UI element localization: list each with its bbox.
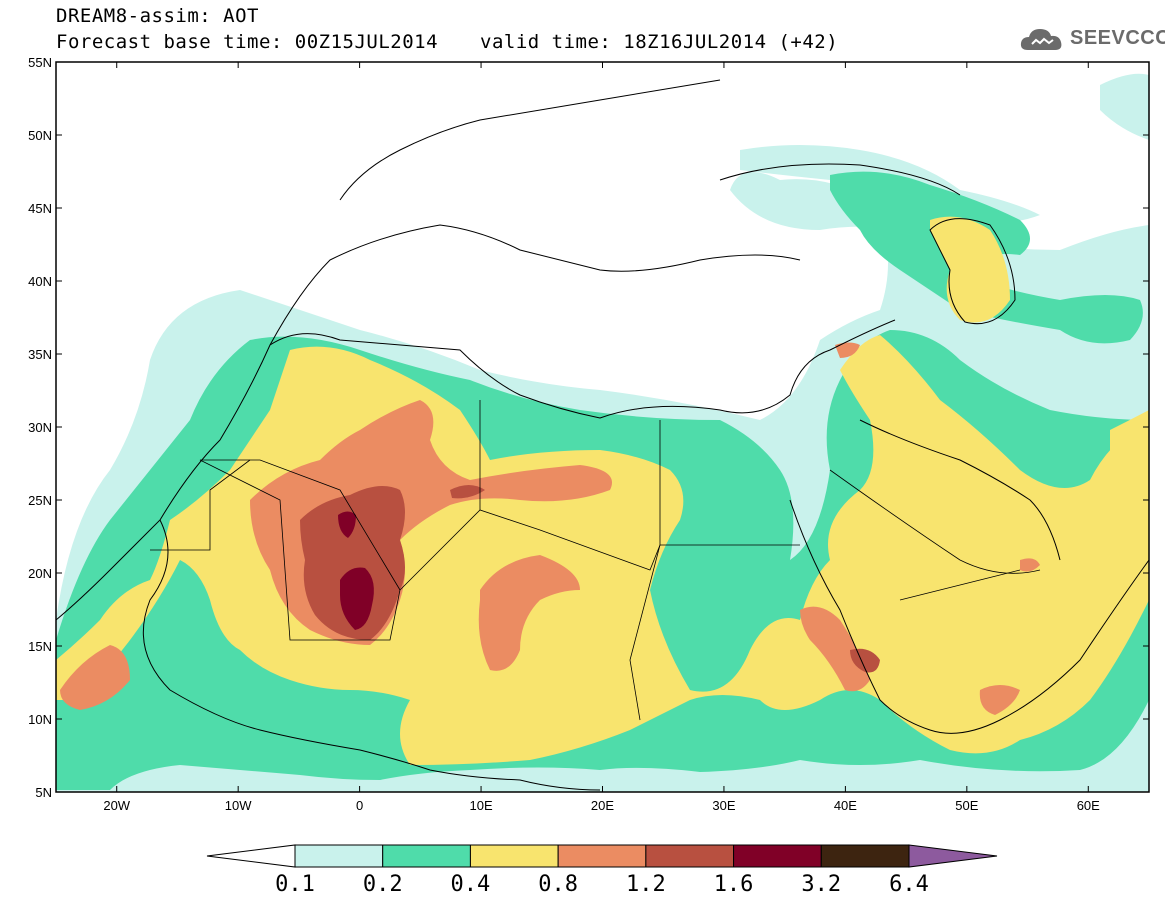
colorbar-label: 3.2 [801, 872, 841, 897]
longitude-axis: 20W 10W 0 10E 20E 30E 40E 50E 60E [103, 62, 1100, 813]
coastlines [56, 79, 1149, 791]
colorbar-min-arrow [206, 844, 296, 868]
lon-tick-label: 20E [591, 798, 614, 813]
forecast-base-time: Forecast base time: 00Z15JUL2014 [56, 31, 439, 53]
colorbar-label: 0.8 [538, 872, 578, 897]
country-borders [150, 400, 1041, 721]
lat-tick-label: 5N [35, 785, 52, 800]
lon-tick-label: 40E [834, 798, 857, 813]
aot-level-1.2 [300, 485, 880, 673]
lon-tick-label: 10E [469, 798, 492, 813]
colorbar: 0.1 0.2 0.4 0.8 1.2 1.6 3.2 6.4 [206, 844, 998, 897]
lon-tick-label: 50E [955, 798, 978, 813]
aot-field [56, 62, 1149, 792]
lat-tick-label: 35N [28, 347, 52, 362]
lat-tick-label: 45N [28, 201, 52, 216]
lat-tick-label: 20N [28, 566, 52, 581]
lat-tick-label: 30N [28, 420, 52, 435]
colorbar-label: 0.2 [363, 872, 403, 897]
colorbar-box [645, 844, 735, 868]
colorbar-label: 6.4 [889, 872, 929, 897]
valid-time: valid time: 18Z16JUL2014 (+42) [480, 31, 839, 53]
colorbar-box [733, 844, 822, 868]
aot-level-1.6 [338, 511, 374, 630]
lat-tick-label: 40N [28, 274, 52, 289]
lat-tick-label: 10N [28, 712, 52, 727]
lat-tick-label: 15N [28, 639, 52, 654]
map-title: DREAM8-assim: AOT [56, 5, 259, 27]
cloud-icon [1020, 29, 1062, 50]
lat-tick-label: 25N [28, 493, 52, 508]
colorbar-max-arrow [908, 844, 998, 868]
lon-tick-label: 20W [103, 798, 130, 813]
colorbar-box [820, 844, 910, 868]
colorbar-label: 1.6 [714, 872, 754, 897]
colorbar-box [557, 844, 647, 868]
lon-tick-label: 30E [712, 798, 735, 813]
lon-tick-label: 10W [225, 798, 252, 813]
colorbar-label: 0.4 [451, 872, 491, 897]
colorbar-label: 1.2 [626, 872, 666, 897]
lat-tick-label: 55N [28, 55, 52, 70]
colorbar-box [382, 844, 471, 868]
colorbar-label: 0.1 [275, 872, 315, 897]
seevccc-logo: SEEVCCC [1018, 24, 1165, 54]
lat-tick-label: 50N [28, 128, 52, 143]
logo-text: SEEVCCC [1070, 27, 1165, 49]
lon-tick-label: 60E [1077, 798, 1100, 813]
colorbar-box [469, 844, 559, 868]
colorbar-box [294, 844, 384, 868]
latitude-axis: 5N 10N 15N 20N 25N 30N 35N 40N 45N 50N 55N [28, 55, 1149, 800]
lon-tick-label: 0 [356, 798, 363, 813]
